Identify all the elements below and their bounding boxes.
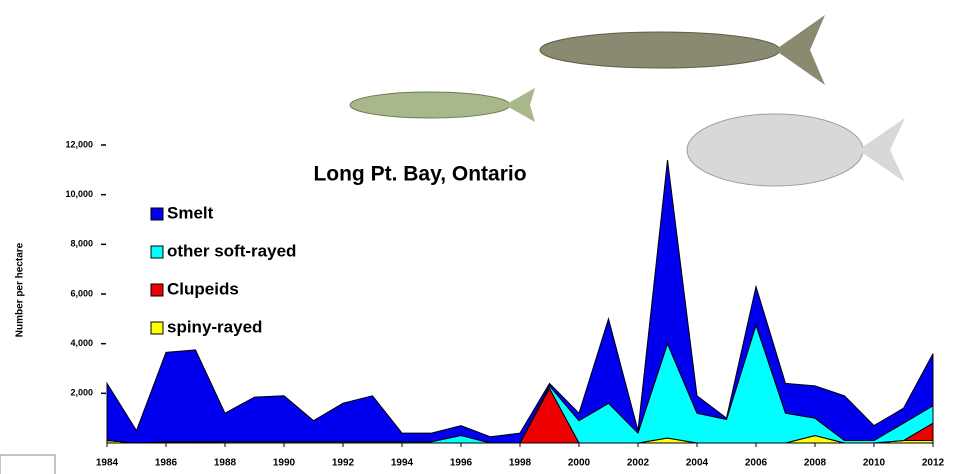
x-tick-label: 1984	[96, 458, 119, 469]
x-tick-label: 1990	[273, 458, 296, 469]
y-tick-label: 4,000	[70, 338, 93, 348]
x-tick-label: 2008	[804, 458, 827, 469]
x-tick-label: 2000	[568, 458, 591, 469]
legend-label: spiny-rayed	[167, 317, 262, 336]
legend-label: Smelt	[167, 203, 214, 222]
y-tick-label: 2,000	[70, 388, 93, 398]
x-tick-label: 1988	[214, 458, 237, 469]
y-tick-label: 6,000	[70, 288, 93, 298]
legend-swatch	[150, 207, 164, 221]
legend-label: Clupeids	[167, 279, 239, 298]
x-tick-label: 1986	[155, 458, 178, 469]
x-tick-label: 1994	[391, 458, 414, 469]
y-tick-label: 10,000	[65, 189, 93, 199]
y-axis-label: Number per hectare	[15, 242, 26, 337]
x-tick-label: 2002	[627, 458, 650, 469]
legend-swatch	[150, 283, 164, 297]
legend-swatch	[150, 321, 164, 335]
y-tick-label: 8,000	[70, 239, 93, 249]
legend-swatch	[150, 245, 164, 259]
area	[106, 159, 934, 444]
x-tick-label: 2006	[745, 458, 768, 469]
legend-label: other soft-rayed	[167, 241, 296, 260]
y-tick-label: 12,000	[65, 139, 93, 149]
x-tick-label: 2010	[863, 458, 886, 469]
x-tick-label: 1996	[450, 458, 473, 469]
x-tick-label: 2004	[686, 458, 709, 469]
chart-title: Long Pt. Bay, Ontario	[313, 163, 526, 186]
x-tick-label: 2012	[922, 458, 945, 469]
fish-illustrations	[349, 15, 905, 187]
x-tick-label: 1998	[509, 458, 532, 469]
x-tick-label: 1992	[332, 458, 355, 469]
frame-box	[0, 454, 56, 474]
